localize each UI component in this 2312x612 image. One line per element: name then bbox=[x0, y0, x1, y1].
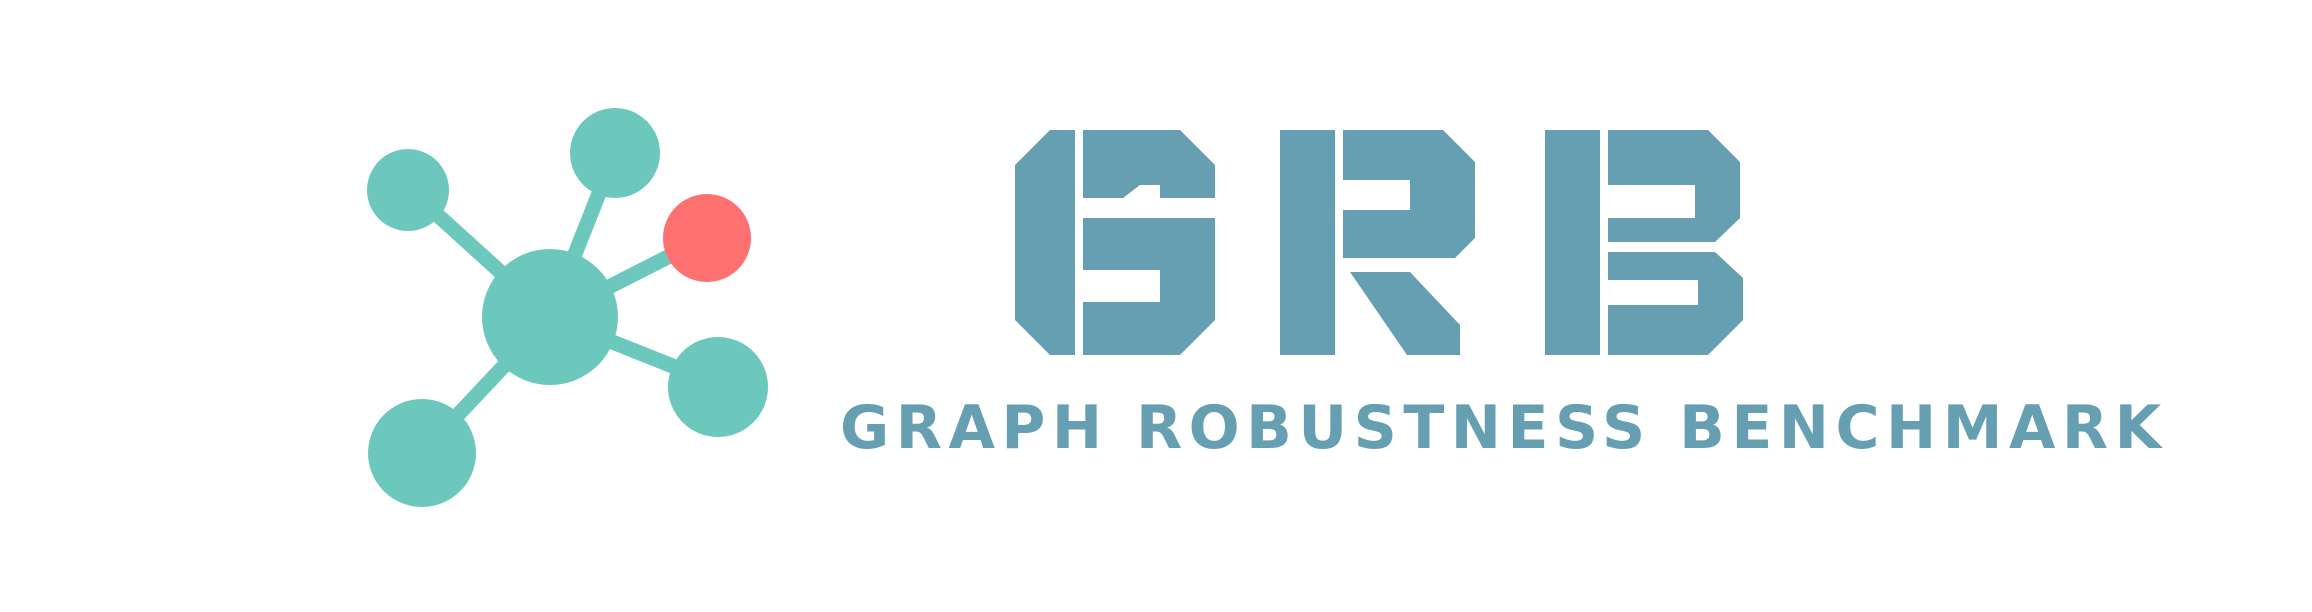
node-highlight bbox=[663, 194, 751, 282]
node-top-left bbox=[367, 149, 449, 231]
node-bottom-left bbox=[368, 399, 476, 507]
letter-b bbox=[1545, 130, 1743, 355]
letter-r bbox=[1280, 130, 1475, 355]
graph-network-icon bbox=[367, 108, 768, 507]
letter-g bbox=[1015, 130, 1215, 355]
grb-wordmark bbox=[1015, 130, 1743, 355]
node-right bbox=[668, 337, 768, 437]
node-top bbox=[570, 108, 660, 198]
node-center bbox=[482, 249, 618, 385]
logo-subtitle: GRAPH ROBUSTNESS BENCHMARK bbox=[840, 393, 2168, 463]
